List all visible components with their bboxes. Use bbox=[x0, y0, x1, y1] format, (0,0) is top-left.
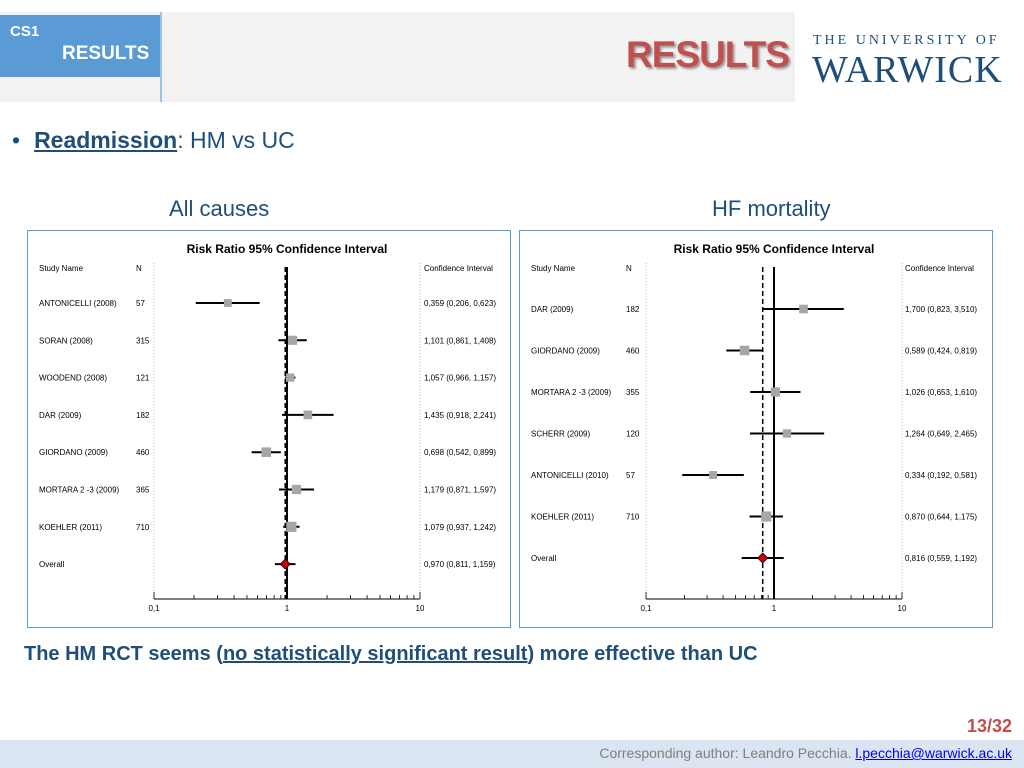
study-point-estimate bbox=[287, 335, 298, 345]
study-n-label: 355 bbox=[626, 388, 640, 397]
university-logo-wordmark: WARWICK bbox=[812, 49, 1003, 91]
study-point-estimate bbox=[286, 521, 297, 532]
overall-label: Overall bbox=[531, 554, 557, 563]
overall-ci-label: 0,970 (0,811, 1,159) bbox=[424, 560, 496, 569]
study-n-label: 120 bbox=[626, 430, 640, 439]
col-header-ci: Confidence Interval bbox=[905, 264, 974, 273]
study-point-estimate bbox=[223, 299, 232, 307]
overall-ci-label: 0,816 (0,559, 1,192) bbox=[905, 554, 977, 563]
section-tag-label: RESULTS bbox=[62, 43, 150, 64]
x-tick-label: 1 bbox=[772, 604, 777, 613]
study-name-label: ANTONICELLI (2008) bbox=[39, 299, 117, 308]
forest-plot-left: Risk Ratio 95% Confidence Interval Study … bbox=[27, 230, 511, 628]
study-ci-label: 1,435 (0,918, 2,241) bbox=[424, 411, 496, 420]
study-point-estimate bbox=[761, 511, 772, 522]
overall-label: Overall bbox=[39, 560, 65, 569]
col-header-study: Study Name bbox=[39, 264, 84, 273]
study-name-label: SCHERR (2009) bbox=[531, 430, 590, 439]
study-ci-label: 1,264 (0,649, 2,465) bbox=[905, 430, 977, 439]
author-email-link[interactable]: l.pecchia@warwick.ac.uk bbox=[855, 745, 1012, 761]
forest-plot-svg-right: Risk Ratio 95% Confidence Interval Study … bbox=[531, 242, 977, 613]
col-header-ci: Confidence Interval bbox=[424, 264, 493, 273]
conclusion-after: ) more effective than UC bbox=[527, 643, 758, 665]
overall-diamond bbox=[279, 558, 291, 570]
study-n-label: 182 bbox=[136, 411, 150, 420]
study-name-label: ANTONICELLI (2010) bbox=[531, 471, 609, 480]
chart-title: Risk Ratio 95% Confidence Interval bbox=[187, 242, 388, 256]
study-n-label: 710 bbox=[136, 523, 150, 532]
study-ci-label: 0,589 (0,424, 0,819) bbox=[905, 347, 977, 356]
study-point-estimate bbox=[770, 387, 781, 397]
study-point-estimate bbox=[286, 373, 295, 382]
study-point-estimate bbox=[782, 429, 792, 438]
footer-band bbox=[0, 740, 1024, 768]
forest-plot-right: Risk Ratio 95% Confidence Interval Study … bbox=[519, 230, 993, 628]
study-n-label: 121 bbox=[136, 374, 150, 383]
chart-caption-left: All causes bbox=[169, 196, 270, 221]
x-tick-label: 10 bbox=[898, 604, 907, 613]
study-point-estimate bbox=[739, 345, 750, 356]
page-number: 13/32 bbox=[966, 716, 1012, 736]
col-header-n: N bbox=[626, 264, 632, 273]
study-ci-label: 0,359 (0,206, 0,623) bbox=[424, 299, 496, 308]
study-n-label: 710 bbox=[626, 513, 640, 522]
chart-title: Risk Ratio 95% Confidence Interval bbox=[674, 242, 875, 256]
study-point-estimate bbox=[709, 471, 717, 479]
study-name-label: MORTARA 2 -3 (2009) bbox=[531, 388, 612, 397]
study-ci-label: 1,026 (0,653, 1,610) bbox=[905, 388, 977, 397]
bullet-point: • Readmission: HM vs UC bbox=[12, 127, 295, 154]
x-tick-label: 10 bbox=[416, 604, 425, 613]
bullet-icon: • bbox=[12, 127, 21, 153]
section-tag-code: CS1 bbox=[10, 23, 40, 40]
study-name-label: MORTARA 2 -3 (2009) bbox=[39, 486, 120, 495]
university-logo-line1: THE UNIVERSITY OF bbox=[813, 33, 1000, 48]
study-name-label: GIORDANO (2009) bbox=[531, 347, 600, 356]
chart-caption-right: HF mortality bbox=[712, 196, 831, 221]
study-n-label: 365 bbox=[136, 486, 150, 495]
study-n-label: 182 bbox=[626, 305, 640, 314]
footer-author: Corresponding author: Leandro Pecchia. bbox=[599, 745, 856, 761]
study-ci-label: 1,179 (0,871, 1,597) bbox=[424, 486, 496, 495]
study-ci-label: 1,700 (0,823, 3,510) bbox=[905, 305, 977, 314]
study-ci-label: 1,057 (0,966, 1,157) bbox=[424, 374, 496, 383]
study-name-label: DAR (2009) bbox=[39, 411, 82, 420]
x-tick-label: 1 bbox=[285, 604, 290, 613]
study-n-label: 57 bbox=[136, 299, 145, 308]
x-tick-label: 0,1 bbox=[148, 604, 160, 613]
study-name-label: WOODEND (2008) bbox=[39, 374, 107, 383]
study-n-label: 460 bbox=[136, 448, 150, 457]
study-name-label: GIORDANO (2009) bbox=[39, 448, 108, 457]
slide-title: RESULTS bbox=[626, 34, 790, 75]
study-ci-label: 1,101 (0,861, 1,408) bbox=[424, 336, 496, 345]
study-point-estimate bbox=[799, 304, 808, 314]
bullet-keyword: Readmission bbox=[34, 127, 178, 153]
forest-plot-svg-left: Risk Ratio 95% Confidence Interval Study … bbox=[39, 242, 496, 613]
study-n-label: 57 bbox=[626, 471, 635, 480]
section-tag: CS1 RESULTS bbox=[0, 15, 160, 77]
conclusion-before: The HM RCT seems ( bbox=[24, 643, 223, 665]
study-name-label: DAR (2009) bbox=[531, 305, 574, 314]
study-name-label: KOEHLER (2011) bbox=[531, 513, 594, 522]
study-n-label: 460 bbox=[626, 347, 640, 356]
header-divider bbox=[160, 12, 162, 102]
study-ci-label: 0,334 (0,192, 0,581) bbox=[905, 471, 977, 480]
study-point-estimate bbox=[303, 410, 313, 420]
study-ci-label: 0,698 (0,542, 0,899) bbox=[424, 448, 496, 457]
conclusion-underlined: no statistically significant result bbox=[222, 643, 528, 665]
study-n-label: 315 bbox=[136, 336, 150, 345]
study-ci-label: 1,079 (0,937, 1,242) bbox=[424, 523, 496, 532]
study-ci-label: 0,870 (0,644, 1,175) bbox=[905, 513, 977, 522]
study-point-estimate bbox=[261, 447, 272, 457]
conclusion-text: The HM RCT seems (no statistically signi… bbox=[24, 643, 758, 666]
bullet-text: : HM vs UC bbox=[177, 127, 295, 153]
overall-diamond bbox=[757, 552, 769, 564]
x-tick-label: 0,1 bbox=[640, 604, 652, 613]
footer: Corresponding author: Leandro Pecchia. l… bbox=[599, 745, 1012, 761]
study-name-label: KOEHLER (2011) bbox=[39, 523, 102, 532]
study-name-label: SORAN (2008) bbox=[39, 336, 93, 345]
study-point-estimate bbox=[291, 484, 302, 495]
col-header-n: N bbox=[136, 264, 142, 273]
col-header-study: Study Name bbox=[531, 264, 576, 273]
